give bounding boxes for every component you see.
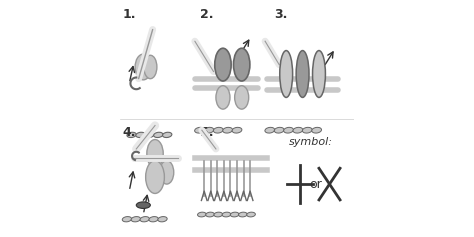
Ellipse shape xyxy=(213,127,223,133)
Ellipse shape xyxy=(238,212,247,217)
Ellipse shape xyxy=(137,202,150,208)
Ellipse shape xyxy=(247,212,255,217)
Ellipse shape xyxy=(234,48,250,81)
Ellipse shape xyxy=(158,217,167,222)
Ellipse shape xyxy=(265,127,274,133)
Ellipse shape xyxy=(215,48,231,81)
Ellipse shape xyxy=(296,50,309,97)
Ellipse shape xyxy=(206,212,214,217)
Ellipse shape xyxy=(144,55,157,79)
Ellipse shape xyxy=(136,132,145,137)
Text: 2.: 2. xyxy=(200,9,213,21)
Ellipse shape xyxy=(223,127,233,133)
Ellipse shape xyxy=(195,127,204,133)
Ellipse shape xyxy=(160,161,174,184)
Ellipse shape xyxy=(222,212,231,217)
Ellipse shape xyxy=(214,212,223,217)
Ellipse shape xyxy=(216,86,230,109)
Ellipse shape xyxy=(149,217,158,222)
Ellipse shape xyxy=(283,127,293,133)
Ellipse shape xyxy=(235,86,249,109)
Text: 4.: 4. xyxy=(122,126,136,139)
Ellipse shape xyxy=(163,132,172,137)
Ellipse shape xyxy=(140,217,149,222)
Ellipse shape xyxy=(145,132,154,137)
Ellipse shape xyxy=(312,127,321,133)
Ellipse shape xyxy=(122,217,132,222)
Ellipse shape xyxy=(274,127,284,133)
Ellipse shape xyxy=(232,127,242,133)
Ellipse shape xyxy=(198,212,206,217)
Text: 5.: 5. xyxy=(200,126,213,139)
Text: 3.: 3. xyxy=(274,9,288,21)
Text: 1.: 1. xyxy=(122,9,136,21)
Ellipse shape xyxy=(127,132,136,137)
Ellipse shape xyxy=(230,212,239,217)
Ellipse shape xyxy=(302,127,312,133)
Ellipse shape xyxy=(154,132,163,137)
Ellipse shape xyxy=(280,50,292,97)
Ellipse shape xyxy=(204,127,214,133)
Ellipse shape xyxy=(135,54,152,80)
Ellipse shape xyxy=(147,140,163,168)
Ellipse shape xyxy=(312,50,326,97)
Ellipse shape xyxy=(293,127,303,133)
Text: or: or xyxy=(309,178,322,191)
Ellipse shape xyxy=(131,217,140,222)
Text: symbol:: symbol: xyxy=(289,137,333,147)
Ellipse shape xyxy=(146,161,164,193)
